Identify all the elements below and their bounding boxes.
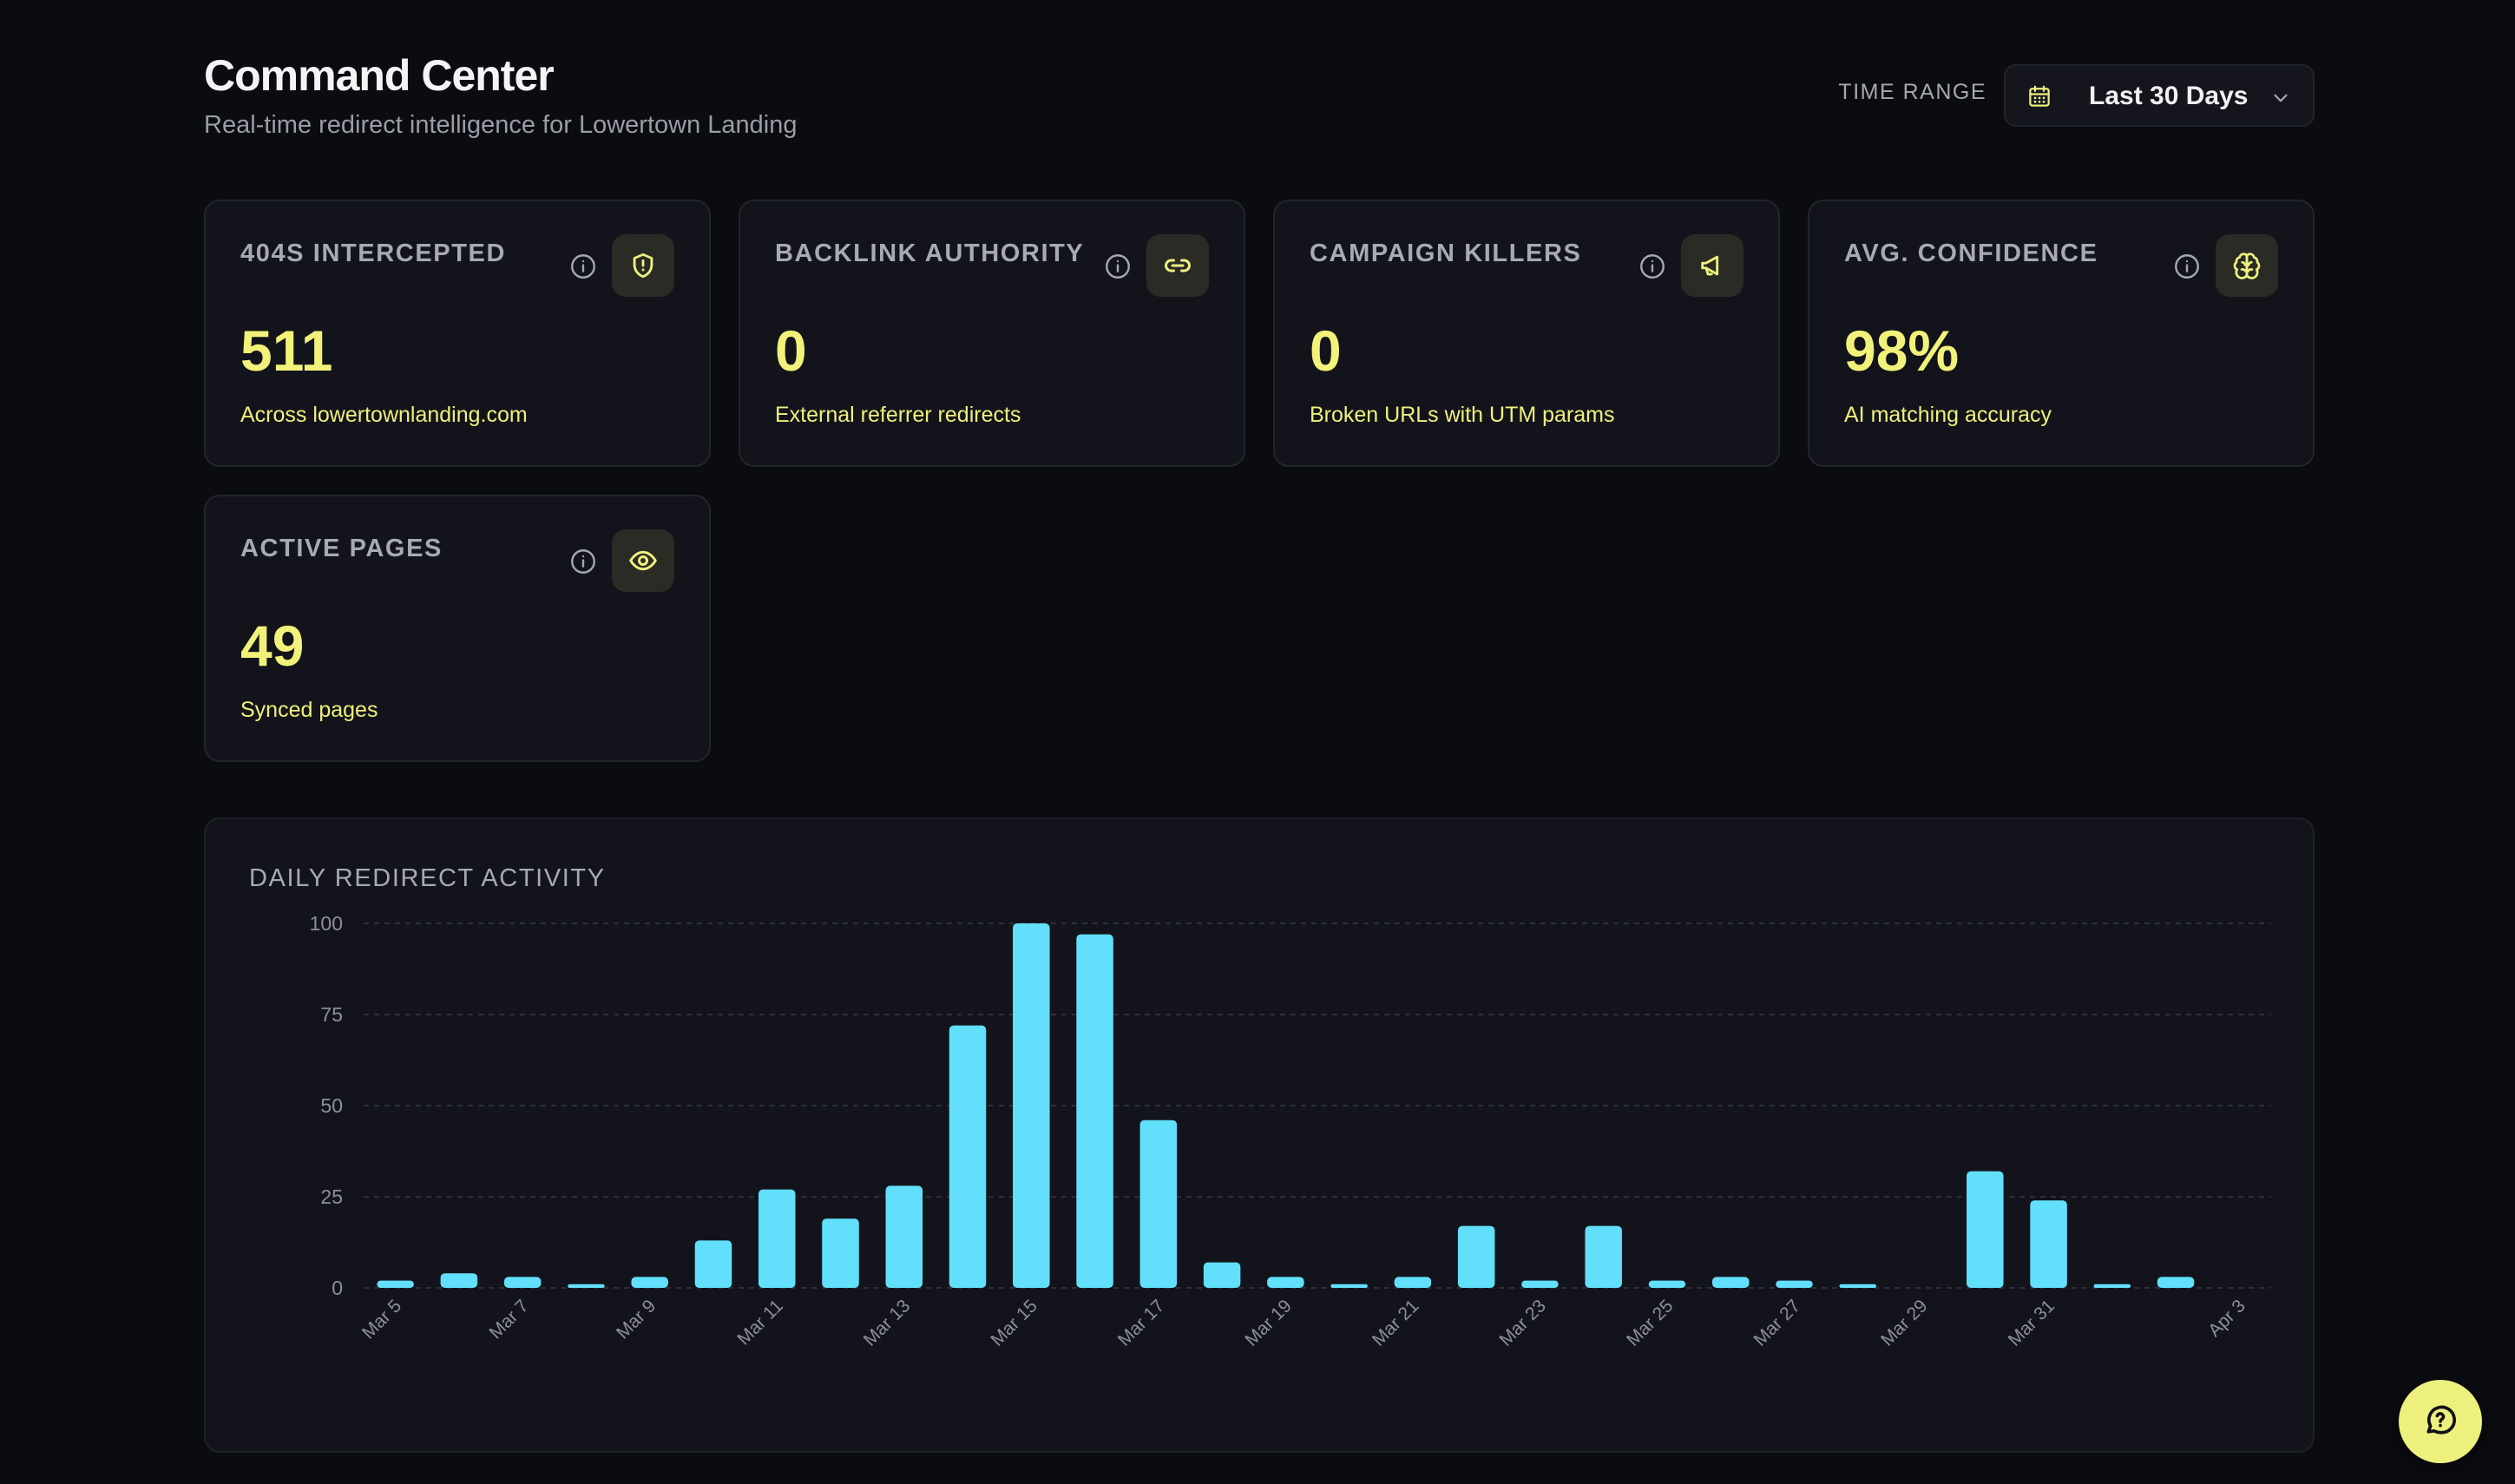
stat-card-description: Across lowertownlanding.com xyxy=(240,403,528,427)
stat-card-label: ACTIVE PAGES xyxy=(240,535,443,562)
stat-card-active-pages: ACTIVE PAGES 49 Synced pages xyxy=(204,495,711,762)
calendar-icon xyxy=(2026,83,2052,114)
bar xyxy=(2093,1284,2131,1288)
shield-icon xyxy=(612,234,674,297)
time-range-dropdown[interactable]: Last 30 Days xyxy=(2004,64,2315,127)
stat-card-label: BACKLINK AUTHORITY xyxy=(775,240,1085,267)
page-subtitle: Real-time redirect intelligence for Lowe… xyxy=(204,111,798,139)
info-icon[interactable] xyxy=(568,547,598,581)
bar xyxy=(2030,1200,2067,1288)
help-chat-button[interactable] xyxy=(2399,1380,2482,1463)
time-range-value: Last 30 Days xyxy=(2089,82,2249,110)
bar xyxy=(1967,1171,2004,1288)
stat-card-label: CAMPAIGN KILLERS xyxy=(1310,240,1582,267)
chart-title: DAILY REDIRECT ACTIVITY xyxy=(249,864,606,892)
x-tick-label: Mar 23 xyxy=(1495,1296,1549,1349)
time-range-label: TIME RANGE xyxy=(1838,80,1986,104)
stat-card-value: 98% xyxy=(1844,318,1960,383)
megaphone-icon xyxy=(1681,234,1743,297)
bar xyxy=(1648,1280,1686,1288)
bar xyxy=(440,1273,478,1288)
x-tick-label: Mar 17 xyxy=(1114,1296,1168,1349)
stat-card-label: 404S INTERCEPTED xyxy=(240,240,507,267)
brain-icon xyxy=(2216,234,2278,297)
bar xyxy=(568,1284,605,1288)
y-tick-label: 25 xyxy=(320,1185,343,1208)
x-tick-label: Mar 19 xyxy=(1241,1296,1295,1349)
bar xyxy=(2157,1277,2195,1288)
bar xyxy=(1267,1277,1304,1288)
stat-card-label: AVG. CONFIDENCE xyxy=(1844,240,2098,267)
stat-card-404s-intercepted: 404S INTERCEPTED 511 Across lowertownlan… xyxy=(204,200,711,467)
chevron-down-icon xyxy=(2269,87,2292,114)
stat-card-description: Synced pages xyxy=(240,698,378,722)
stat-card-value: 49 xyxy=(240,614,305,678)
bar xyxy=(631,1277,668,1288)
x-tick-label: Apr 3 xyxy=(2204,1296,2249,1341)
bar xyxy=(1013,923,1050,1288)
info-icon[interactable] xyxy=(568,252,598,286)
stat-card-value: 0 xyxy=(1310,318,1342,383)
stat-card-campaign-killers: CAMPAIGN KILLERS 0 Broken URLs with UTM … xyxy=(1273,200,1780,467)
bar xyxy=(885,1185,923,1288)
bar xyxy=(1839,1284,1877,1288)
daily-redirect-activity-panel: DAILY REDIRECT ACTIVITY 0 25 50 75 100 Mar 5 M… xyxy=(204,818,2315,1453)
stat-card-backlink-authority: BACKLINK AUTHORITY 0 External referrer r… xyxy=(739,200,1245,467)
x-tick-label: Mar 29 xyxy=(1877,1296,1931,1349)
bar xyxy=(377,1280,414,1288)
y-tick-label: 0 xyxy=(332,1277,343,1299)
bar xyxy=(1203,1262,1241,1288)
bar xyxy=(1330,1284,1368,1288)
y-tick-label: 75 xyxy=(320,1003,343,1026)
help-chat-icon xyxy=(2421,1401,2459,1443)
bar xyxy=(822,1218,859,1288)
y-tick-label: 100 xyxy=(310,912,343,935)
x-tick-label: Mar 25 xyxy=(1623,1296,1677,1349)
bar xyxy=(1585,1225,1622,1288)
bar xyxy=(1521,1280,1559,1288)
bar xyxy=(694,1240,732,1288)
bar xyxy=(1076,934,1113,1288)
bar xyxy=(503,1277,542,1288)
eye-icon xyxy=(612,529,674,592)
x-tick-label: Mar 31 xyxy=(2005,1296,2059,1349)
page-title: Command Center xyxy=(204,51,555,100)
daily-redirect-activity-chart: 0 25 50 75 100 Mar 5 Mar 7 Mar 9 Mar 11 Mar 13 Mar… xyxy=(310,912,2271,1350)
stat-card-description: Broken URLs with UTM params xyxy=(1310,403,1615,427)
bar xyxy=(1457,1225,1495,1288)
x-tick-label: Mar 9 xyxy=(613,1296,660,1343)
x-tick-label: Mar 7 xyxy=(485,1296,532,1343)
x-tick-label: Mar 15 xyxy=(987,1296,1041,1349)
link-icon xyxy=(1146,234,1209,297)
stat-card-value: 0 xyxy=(775,318,807,383)
bar xyxy=(1139,1120,1178,1288)
bar xyxy=(1776,1280,1813,1288)
stat-card-description: AI matching accuracy xyxy=(1844,403,2052,427)
x-tick-label: Mar 27 xyxy=(1750,1296,1804,1349)
stat-card-value: 511 xyxy=(240,318,333,383)
x-tick-label: Mar 21 xyxy=(1369,1296,1422,1349)
stat-card-description: External referrer redirects xyxy=(775,403,1021,427)
page-header: Command Center Real-time redirect intell… xyxy=(204,50,2315,154)
x-tick-label: Mar 11 xyxy=(733,1296,786,1349)
info-icon[interactable] xyxy=(2172,252,2202,286)
bar xyxy=(1394,1277,1432,1288)
bar xyxy=(758,1189,796,1288)
stat-card-avg-confidence: AVG. CONFIDENCE 98% AI matching accuracy xyxy=(1808,200,2315,467)
bar xyxy=(949,1025,987,1288)
bar xyxy=(1711,1277,1750,1288)
y-tick-label: 50 xyxy=(320,1094,343,1117)
info-icon[interactable] xyxy=(1103,252,1133,286)
x-tick-label: Mar 5 xyxy=(358,1296,405,1343)
x-tick-label: Mar 13 xyxy=(860,1296,914,1349)
info-icon[interactable] xyxy=(1638,252,1667,286)
